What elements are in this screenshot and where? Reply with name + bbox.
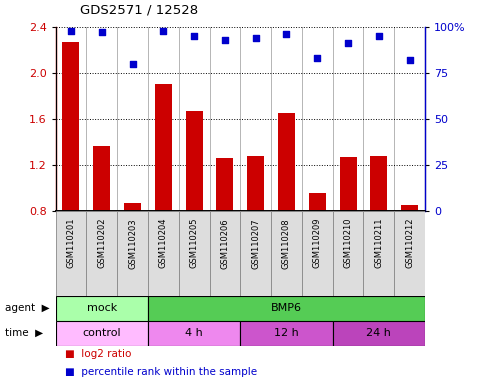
- Point: [128, 61, 136, 67]
- Text: ■  percentile rank within the sample: ■ percentile rank within the sample: [65, 367, 257, 377]
- Text: GSM110205: GSM110205: [190, 218, 199, 268]
- Text: time  ▶: time ▶: [5, 328, 43, 338]
- Text: 4 h: 4 h: [185, 328, 203, 338]
- Text: 12 h: 12 h: [274, 328, 299, 338]
- Point: [406, 57, 413, 63]
- Bar: [394, 211, 425, 296]
- Bar: [148, 321, 241, 346]
- Text: GSM110202: GSM110202: [97, 218, 106, 268]
- Text: GSM110210: GSM110210: [343, 218, 353, 268]
- Bar: [117, 211, 148, 296]
- Bar: [241, 321, 333, 346]
- Text: GSM110206: GSM110206: [220, 218, 229, 268]
- Point: [375, 33, 383, 39]
- Point: [159, 28, 167, 34]
- Point: [67, 28, 75, 34]
- Point: [313, 55, 321, 61]
- Bar: [86, 211, 117, 296]
- Bar: [278, 113, 295, 211]
- Bar: [179, 211, 210, 296]
- Text: mock: mock: [86, 303, 117, 313]
- Text: control: control: [83, 328, 121, 338]
- Bar: [340, 157, 356, 211]
- Text: GDS2571 / 12528: GDS2571 / 12528: [80, 4, 198, 17]
- Text: BMP6: BMP6: [271, 303, 302, 313]
- Text: GSM110209: GSM110209: [313, 218, 322, 268]
- Bar: [155, 84, 172, 211]
- Bar: [93, 146, 110, 211]
- Text: GSM110212: GSM110212: [405, 218, 414, 268]
- Text: 24 h: 24 h: [367, 328, 391, 338]
- Text: GSM110207: GSM110207: [251, 218, 260, 268]
- Bar: [309, 193, 326, 211]
- Bar: [124, 203, 141, 211]
- Bar: [271, 211, 302, 296]
- Point: [344, 40, 352, 46]
- Text: ■  log2 ratio: ■ log2 ratio: [65, 349, 131, 359]
- Text: agent  ▶: agent ▶: [5, 303, 49, 313]
- Bar: [247, 156, 264, 211]
- Text: GSM110211: GSM110211: [374, 218, 384, 268]
- Point: [221, 37, 229, 43]
- Point: [283, 31, 290, 37]
- Bar: [185, 111, 202, 211]
- Bar: [302, 211, 333, 296]
- Text: GSM110201: GSM110201: [67, 218, 75, 268]
- Bar: [333, 321, 425, 346]
- Bar: [333, 211, 364, 296]
- Bar: [210, 211, 240, 296]
- Bar: [56, 321, 148, 346]
- Bar: [148, 296, 425, 321]
- Point: [98, 29, 106, 35]
- Bar: [364, 211, 394, 296]
- Text: GSM110204: GSM110204: [159, 218, 168, 268]
- Bar: [370, 156, 387, 211]
- Text: GSM110203: GSM110203: [128, 218, 137, 268]
- Point: [190, 33, 198, 39]
- Text: GSM110208: GSM110208: [282, 218, 291, 268]
- Bar: [216, 158, 233, 211]
- Point: [252, 35, 259, 41]
- Bar: [62, 42, 79, 211]
- Bar: [56, 211, 86, 296]
- Bar: [148, 211, 179, 296]
- Bar: [56, 296, 148, 321]
- Bar: [401, 205, 418, 211]
- Bar: [240, 211, 271, 296]
